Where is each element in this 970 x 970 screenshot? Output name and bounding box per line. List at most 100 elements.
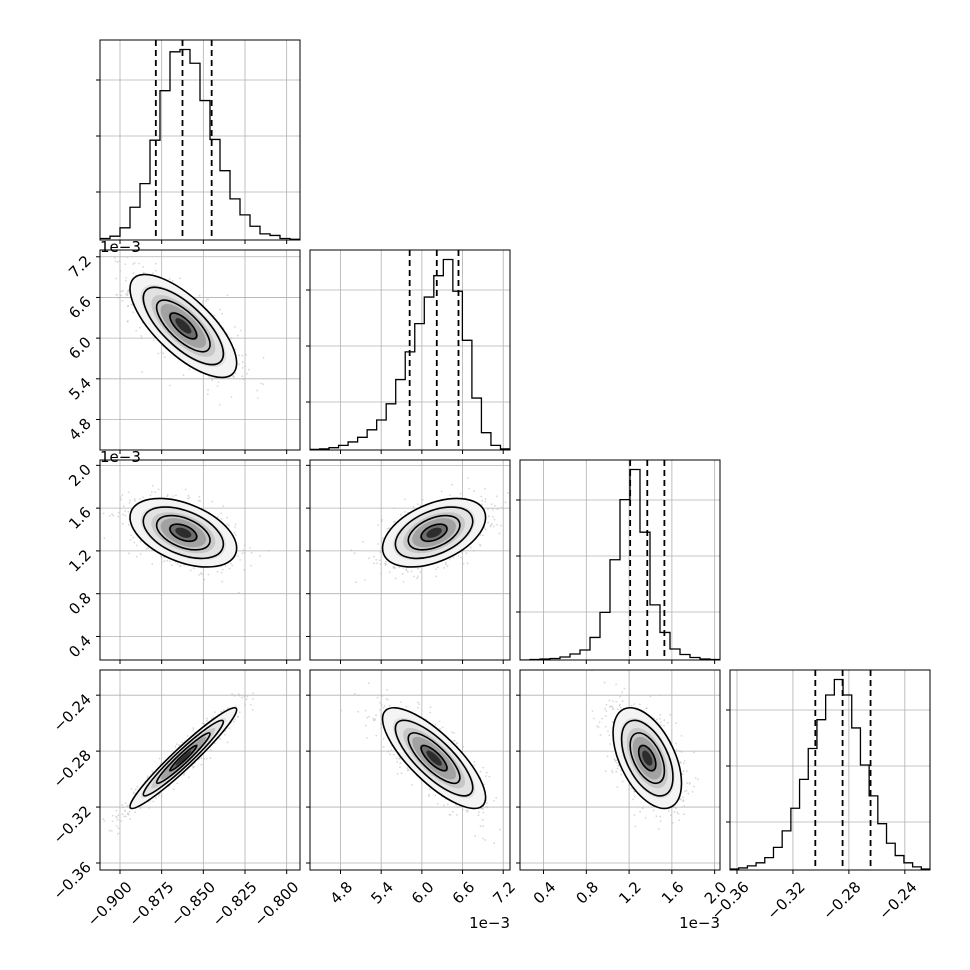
sample-point bbox=[132, 272, 135, 275]
sample-point bbox=[142, 271, 145, 274]
sample-point bbox=[440, 490, 443, 493]
sample-point bbox=[616, 786, 619, 788]
sample-point bbox=[221, 313, 224, 315]
sample-point bbox=[478, 811, 481, 813]
sample-point bbox=[416, 577, 418, 580]
sample-point bbox=[399, 513, 402, 516]
sample-point bbox=[493, 525, 495, 528]
sample-point bbox=[434, 723, 437, 726]
sample-point bbox=[159, 555, 162, 558]
sample-point bbox=[198, 496, 201, 498]
sample-point bbox=[130, 788, 133, 790]
sample-point bbox=[187, 494, 190, 497]
sample-point bbox=[132, 792, 135, 795]
sample-point bbox=[179, 564, 182, 567]
sample-point bbox=[118, 832, 121, 834]
sample-point bbox=[597, 726, 600, 729]
sample-point bbox=[132, 536, 135, 539]
sample-point bbox=[605, 703, 608, 706]
panel-frame bbox=[519, 459, 721, 661]
contour-line-3 bbox=[381, 497, 487, 568]
x-tick-label: −0.900 bbox=[84, 878, 136, 930]
sample-point bbox=[117, 515, 120, 518]
sample-point bbox=[174, 745, 177, 748]
sample-point bbox=[396, 773, 399, 775]
sample-point bbox=[511, 506, 513, 508]
sample-point bbox=[404, 498, 406, 501]
sample-point bbox=[453, 732, 455, 734]
sample-point bbox=[486, 802, 488, 804]
sample-point bbox=[184, 488, 187, 491]
sample-point bbox=[236, 716, 239, 718]
sample-point bbox=[611, 700, 614, 703]
sample-point bbox=[605, 715, 607, 718]
sample-point bbox=[678, 750, 681, 752]
sample-point bbox=[192, 729, 195, 732]
contour-line-0 bbox=[169, 744, 198, 772]
sample-point bbox=[154, 269, 157, 272]
sample-point bbox=[619, 769, 622, 772]
sample-point bbox=[434, 794, 436, 797]
sample-point bbox=[500, 524, 502, 527]
sample-point bbox=[160, 795, 163, 798]
panel-frame bbox=[99, 249, 301, 451]
sample-point bbox=[377, 543, 380, 545]
sample-point bbox=[250, 551, 253, 554]
sample-point bbox=[199, 500, 202, 502]
sample-point bbox=[380, 715, 382, 717]
sample-point bbox=[129, 499, 132, 501]
sample-point bbox=[139, 498, 142, 500]
sample-point bbox=[151, 770, 154, 772]
sample-point bbox=[201, 302, 204, 304]
sample-point bbox=[233, 531, 236, 534]
sample-point bbox=[615, 759, 618, 762]
sample-point bbox=[680, 751, 683, 753]
sample-point bbox=[250, 564, 252, 567]
sample-point bbox=[247, 368, 250, 371]
sample-point bbox=[639, 703, 641, 706]
sample-point bbox=[608, 706, 611, 708]
sample-point bbox=[183, 774, 185, 776]
sample-point bbox=[193, 765, 195, 768]
sample-point bbox=[121, 813, 124, 816]
sample-point bbox=[473, 760, 476, 763]
sample-point bbox=[592, 717, 595, 720]
contour-line-0 bbox=[637, 744, 657, 772]
sample-point bbox=[455, 742, 458, 745]
sample-point bbox=[233, 376, 235, 379]
sample-point bbox=[388, 704, 391, 707]
contour-line-1 bbox=[407, 514, 461, 551]
sample-point bbox=[393, 520, 396, 523]
y-tick-label: 7.2 bbox=[65, 252, 95, 282]
sample-point bbox=[207, 389, 209, 391]
sample-point bbox=[450, 483, 453, 486]
sample-point bbox=[117, 814, 120, 817]
sample-point bbox=[407, 769, 410, 771]
contour-line-0 bbox=[169, 312, 198, 340]
sample-point bbox=[103, 820, 106, 822]
sample-point bbox=[375, 558, 378, 561]
density-shade bbox=[175, 750, 192, 766]
sample-point bbox=[129, 818, 132, 820]
sample-point bbox=[139, 540, 142, 543]
sample-point bbox=[135, 330, 138, 332]
contour-line-1 bbox=[155, 299, 211, 353]
sample-point bbox=[623, 687, 626, 690]
sample-point bbox=[488, 775, 491, 778]
y-tick-label: 6.6 bbox=[65, 293, 95, 323]
sample-point bbox=[357, 710, 360, 713]
sample-point bbox=[473, 764, 476, 766]
sample-point bbox=[486, 806, 489, 809]
x-tick-label: 4.8 bbox=[327, 878, 357, 908]
sample-point bbox=[152, 272, 155, 275]
sample-point bbox=[245, 698, 248, 701]
sample-point bbox=[238, 363, 241, 366]
sample-point bbox=[245, 353, 248, 356]
sample-point bbox=[678, 819, 681, 821]
sample-point bbox=[241, 367, 244, 369]
sample-point bbox=[669, 814, 672, 817]
y-tick-label: 4.8 bbox=[65, 415, 95, 445]
panel-frame bbox=[309, 669, 511, 871]
sample-point bbox=[619, 706, 622, 709]
sample-point bbox=[399, 766, 401, 769]
